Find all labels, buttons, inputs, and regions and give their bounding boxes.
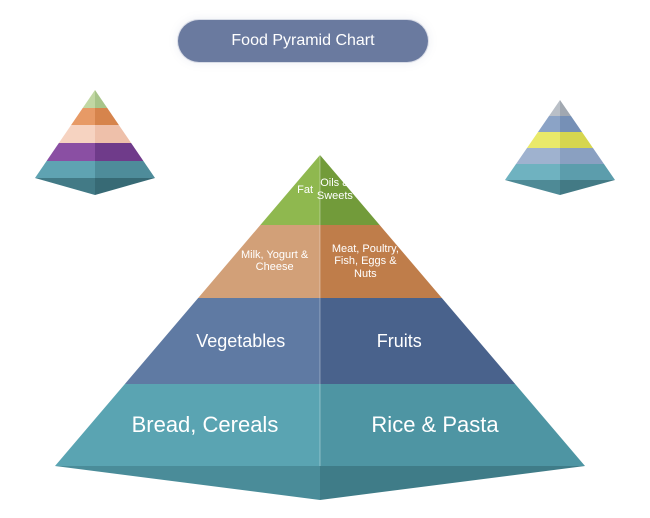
food-pyramid-stage: Food Pyramid Chart FatOils & SweetsMilk,…	[0, 0, 650, 518]
mini-pyramid-right	[0, 0, 650, 518]
